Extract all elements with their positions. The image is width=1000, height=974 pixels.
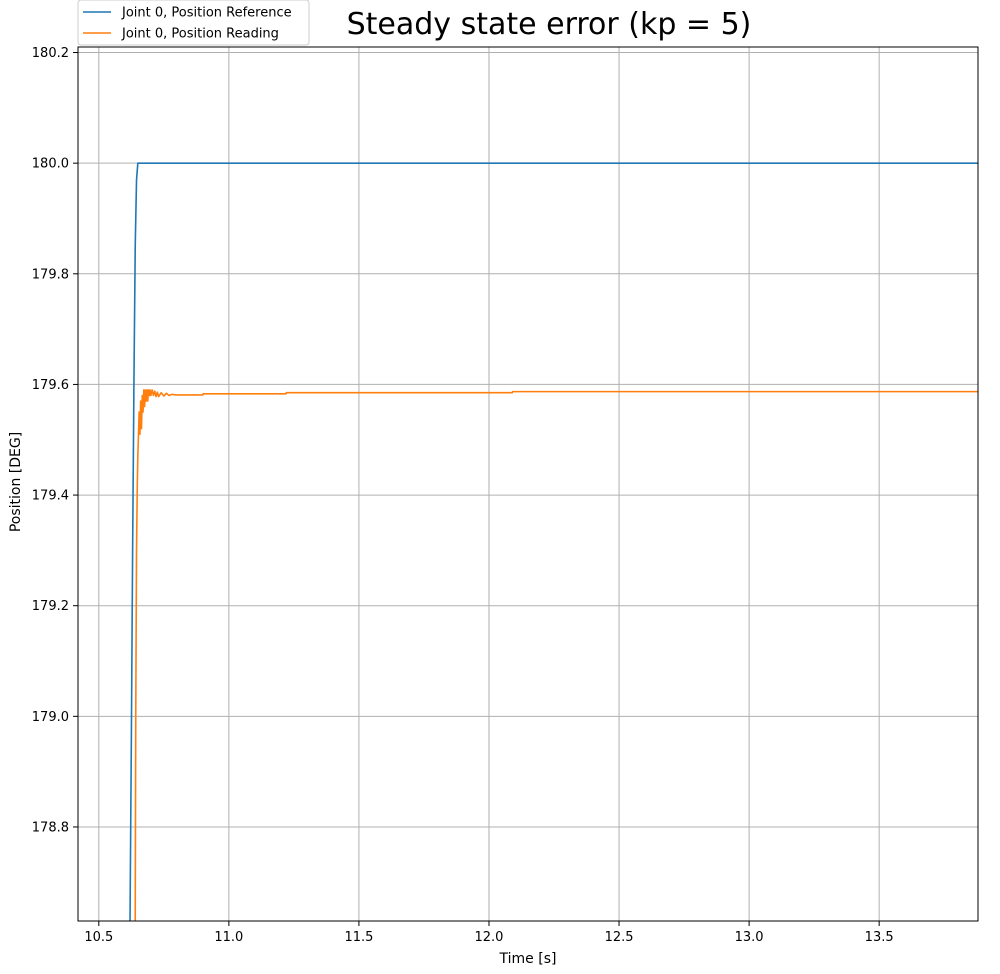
y-tick-label: 179.6 xyxy=(32,378,69,393)
x-tick-label: 12.0 xyxy=(475,930,504,945)
axes-frame xyxy=(77,46,979,922)
y-tick-label: 179.0 xyxy=(32,710,69,725)
y-tick-label: 179.8 xyxy=(32,267,69,282)
y-tick-label: 180.0 xyxy=(32,157,69,172)
x-tick-label: 13.5 xyxy=(865,930,894,945)
x-tick-label: 13.0 xyxy=(735,930,764,945)
series-line-1 xyxy=(134,389,978,921)
legend-entry-label: Joint 0, Position Reference xyxy=(121,6,292,21)
legend: Joint 0, Position Reference Joint 0, Posi… xyxy=(77,0,310,46)
x-tick-label: 12.5 xyxy=(605,930,634,945)
x-tick-label: 11.0 xyxy=(214,930,243,945)
legend-box xyxy=(77,0,310,46)
x-axis-label: Time [s] xyxy=(499,951,557,967)
series-line-0 xyxy=(129,162,978,921)
y-tick-label: 179.4 xyxy=(32,489,69,504)
y-tick-label: 179.2 xyxy=(32,599,69,614)
legend-entry-label: Joint 0, Position Reading xyxy=(121,27,279,42)
y-axis-label: Position [DEG] xyxy=(8,432,24,532)
chart-title: Steady state error (kp = 5) xyxy=(347,7,752,42)
y-tick-label: 180.2 xyxy=(32,46,69,61)
x-tick-label: 10.5 xyxy=(84,930,113,945)
ticks: 10.5 11.0 11.5 12.0 12.5 13.0 13.5 178.8 179.0 17… xyxy=(32,46,894,945)
y-tick-label: 178.8 xyxy=(32,820,69,835)
plot-lines xyxy=(129,162,978,921)
x-tick-label: 11.5 xyxy=(344,930,373,945)
